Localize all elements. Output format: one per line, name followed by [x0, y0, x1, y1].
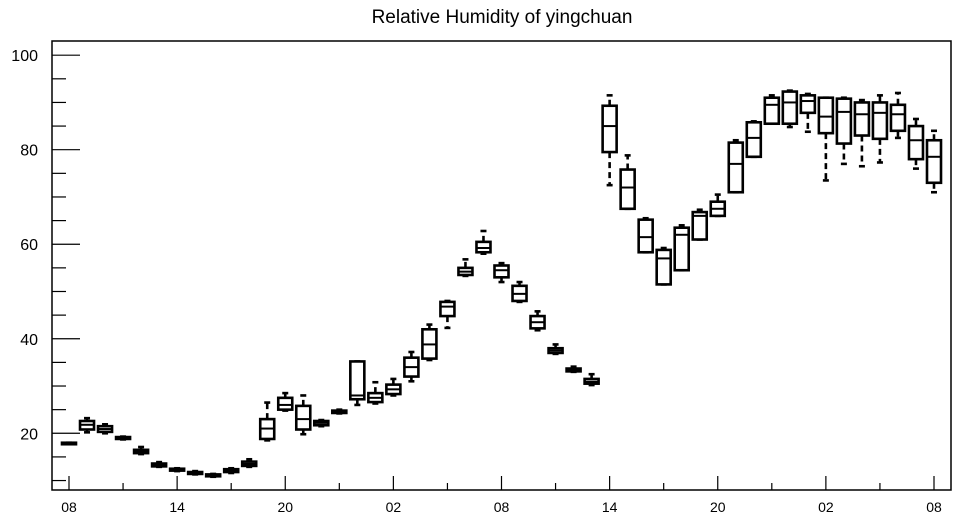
box-iqr [691, 210, 709, 241]
box-iqr [871, 101, 889, 141]
box-iqr [439, 300, 456, 318]
x-tick-label: 08 [61, 499, 77, 515]
chart-title: Relative Humidity of yingchuan [372, 7, 633, 28]
box-iqr [655, 248, 672, 286]
box-iqr [601, 104, 618, 154]
box-iqr [835, 97, 853, 145]
x-tick-label: 08 [494, 499, 510, 515]
x-tick-label: 20 [277, 499, 293, 515]
y-tick-label: 60 [20, 237, 38, 254]
box-iqr [619, 168, 636, 211]
box-iqr [781, 90, 799, 126]
box-iqr [799, 94, 817, 115]
x-tick-label: 20 [710, 499, 726, 515]
box-iqr [763, 96, 781, 126]
box-iqr [745, 120, 763, 159]
y-tick-label: 40 [20, 332, 38, 349]
y-tick-label: 80 [20, 143, 38, 160]
box-iqr [853, 101, 871, 137]
box-iqr [276, 396, 294, 411]
box-iqr [925, 138, 943, 185]
box-iqr [889, 103, 907, 133]
box-iqr [349, 360, 366, 401]
x-tick-label: 08 [926, 499, 942, 515]
box-iqr [727, 141, 745, 194]
x-tick-label: 02 [818, 499, 834, 515]
x-tick-label: 14 [602, 499, 618, 515]
x-tick-label: 02 [386, 499, 402, 515]
box-iqr [294, 404, 312, 431]
box-iqr [817, 96, 835, 135]
plot-area: 20 40 60 80 100 08 14 20 02 08 14 20 02 08 [11, 40, 952, 515]
x-tick-label: 14 [169, 499, 185, 515]
box-iqr [907, 124, 925, 161]
box-iqr [637, 218, 654, 254]
box-iqr [673, 226, 691, 272]
box-iqr [493, 264, 510, 279]
y-tick-label: 20 [20, 426, 38, 443]
y-tick-label: 100 [11, 48, 38, 65]
